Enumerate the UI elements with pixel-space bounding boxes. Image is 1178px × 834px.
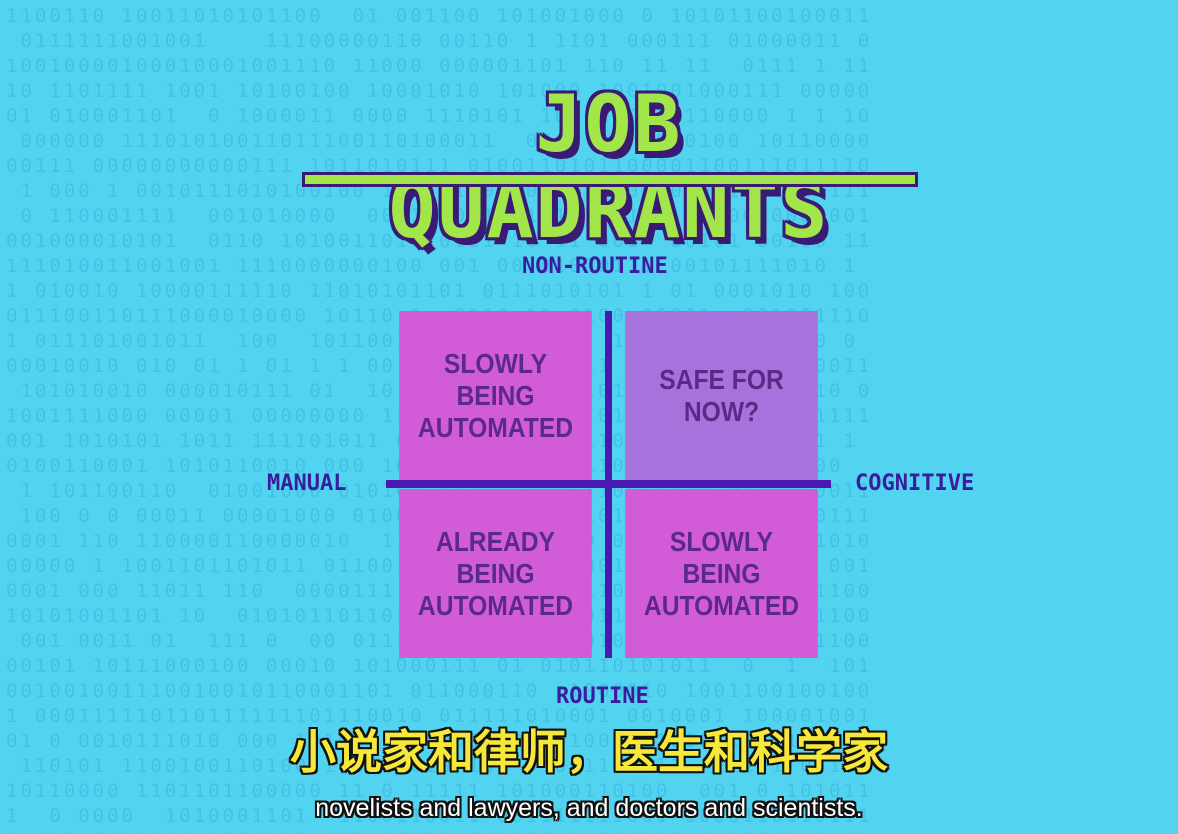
axis-label-non-routine: NON-ROUTINE [522,254,668,279]
title-underline [302,172,918,187]
horizontal-divider [386,480,831,488]
quadrant-line: ALREADY [435,525,556,557]
quadrant-line: BEING [456,379,535,411]
quadrant-text: SLOWLY BEING AUTOMATED [418,348,573,444]
quadrant-text: SAFE FOR NOW? [659,364,784,428]
quadrant-line: SLOWLY [669,525,774,557]
page-title: JOB QUADRANTS [388,80,830,256]
subtitle-chinese: 小说家和律师，医生和科学家 [290,725,888,779]
quadrant-cognitive-routine: SLOWLY BEING AUTOMATED [625,489,818,658]
quadrant-line: AUTOMATED [417,411,574,443]
quadrant-grid: SLOWLY BEING AUTOMATED SAFE FOR NOW? ALR… [386,311,831,658]
quadrant-cognitive-non-routine: SAFE FOR NOW? [625,311,818,480]
quadrant-line: AUTOMATED [643,589,800,621]
quadrant-line: BEING [456,557,535,589]
quadrant-text: SLOWLY BEING AUTOMATED [644,526,799,622]
subtitle-english: novelists and lawyers, and doctors and s… [315,794,863,822]
quadrant-line: BEING [682,557,761,589]
axis-label-manual: MANUAL [267,471,347,496]
axis-label-cognitive: COGNITIVE [855,471,975,496]
quadrant-manual-non-routine: SLOWLY BEING AUTOMATED [399,311,592,480]
quadrant-text: ALREADY BEING AUTOMATED [418,526,573,622]
quadrant-line: SLOWLY [443,347,548,379]
quadrant-line: NOW? [683,395,760,427]
axis-label-routine: ROUTINE [556,684,649,709]
quadrant-manual-routine: ALREADY BEING AUTOMATED [399,489,592,658]
quadrant-line: AUTOMATED [417,589,574,621]
title-banner: JOB QUADRANTS [302,82,918,254]
quadrant-line: SAFE FOR [659,363,784,395]
